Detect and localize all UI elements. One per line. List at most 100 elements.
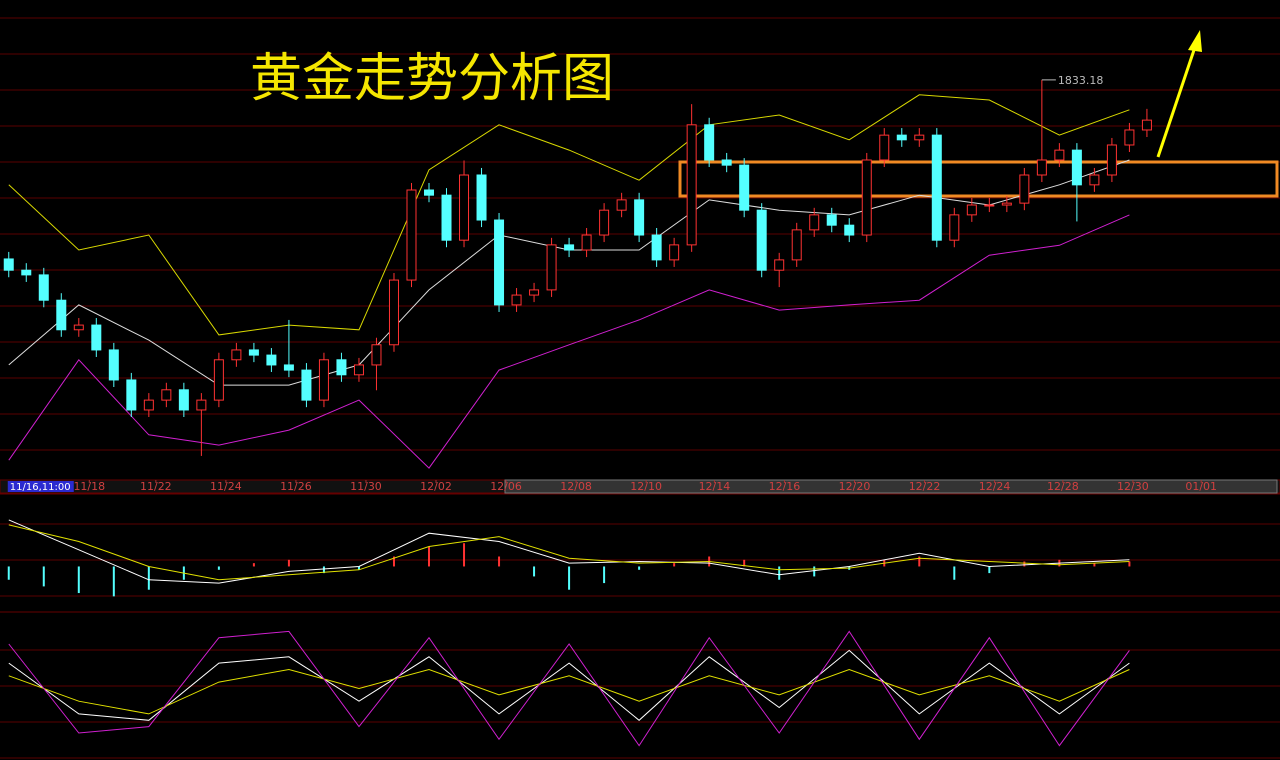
x-tick-label: 12/10 <box>630 480 662 493</box>
grid <box>0 17 1280 759</box>
candle-body <box>424 189 435 196</box>
x-tick-label: 12/22 <box>909 480 941 493</box>
candle-body <box>791 229 802 261</box>
candle-body <box>388 279 399 346</box>
candle-body <box>809 214 820 231</box>
candle-body <box>108 349 119 381</box>
x-tick-label: 12/16 <box>769 480 801 493</box>
candle-body <box>721 159 732 166</box>
candle-body <box>826 214 837 226</box>
candle-body <box>56 299 67 331</box>
candle-body <box>1106 144 1117 176</box>
band-line <box>8 214 1130 469</box>
candle-body <box>1001 202 1012 206</box>
candle-body <box>21 269 32 276</box>
candle-body <box>1141 119 1152 131</box>
candle-body <box>1036 159 1047 176</box>
candle-body <box>651 234 662 261</box>
candle-body <box>371 344 382 366</box>
candle-body <box>931 134 942 241</box>
candle-body <box>599 209 610 236</box>
candle-body <box>73 324 84 331</box>
candle-body <box>511 294 522 306</box>
candle-body <box>459 174 470 241</box>
candle-body <box>406 189 417 281</box>
candle-body <box>686 124 697 246</box>
candle-body <box>546 244 557 291</box>
candle-body <box>196 399 207 411</box>
candle-body <box>126 379 137 411</box>
candle-body <box>581 234 592 251</box>
x-tick-label: 12/08 <box>560 480 592 493</box>
x-tick-highlight <box>7 481 74 492</box>
candle-body <box>1124 129 1135 146</box>
candle-body <box>353 364 364 376</box>
chart-title: 黄金走势分析图 <box>250 49 614 109</box>
candle-body <box>266 354 277 366</box>
candle-body <box>441 194 452 241</box>
candle-body <box>564 244 575 251</box>
x-tick-label: 12/28 <box>1047 480 1079 493</box>
band-line <box>8 94 1130 336</box>
x-tick-label: 11/30 <box>350 480 382 493</box>
candle-body <box>91 324 102 351</box>
candle-body <box>879 134 890 161</box>
kdj-line <box>8 649 1130 721</box>
x-tick-label: 12/02 <box>420 480 452 493</box>
candle-body <box>231 349 242 361</box>
x-tick-label: 12/14 <box>699 480 731 493</box>
candle-body <box>616 199 627 211</box>
x-tick-label: 11/26 <box>280 480 312 493</box>
candle-body <box>213 359 224 401</box>
resistance-box <box>678 160 1279 198</box>
x-tick-label: 12/30 <box>1117 480 1149 493</box>
candle-body <box>301 369 312 401</box>
candle-body <box>143 399 154 411</box>
candle-body <box>844 224 855 236</box>
candle-body <box>476 174 487 221</box>
trend-arrow <box>1156 49 1196 158</box>
macd-line <box>8 519 1130 584</box>
candle-body <box>914 134 925 141</box>
candle-body <box>336 359 347 376</box>
candle-body <box>774 259 785 271</box>
candle-body <box>178 389 189 411</box>
kdj-line <box>8 630 1130 747</box>
candle-body <box>1054 149 1065 161</box>
candle-body <box>984 204 995 207</box>
candle-body <box>966 204 977 216</box>
candle-body <box>756 209 767 271</box>
candle-body <box>634 199 645 236</box>
macd-line <box>8 524 1130 581</box>
candle-body <box>861 159 872 236</box>
candle-body <box>1019 174 1030 204</box>
x-tick-label: 12/20 <box>839 480 871 493</box>
annotation: 1833.18 <box>1058 74 1104 87</box>
time-axis-range <box>504 479 1278 494</box>
candle-body <box>248 349 259 356</box>
candle-body <box>704 124 715 161</box>
candle-body <box>949 214 960 241</box>
x-tick-label: 01/01 <box>1185 480 1217 493</box>
candle-body <box>3 258 14 271</box>
x-tick-label: 11/24 <box>210 480 242 493</box>
trend-arrow-head <box>1188 30 1202 52</box>
candle-body <box>161 389 172 401</box>
x-tick-label: 12/06 <box>490 480 522 493</box>
candle-body <box>896 134 907 141</box>
candle-body <box>283 364 294 371</box>
candle-body <box>318 359 329 401</box>
candle-body <box>494 219 505 306</box>
candle-body <box>739 164 750 211</box>
x-tick-label: 11/22 <box>140 480 172 493</box>
candle-body <box>1089 174 1100 186</box>
candle-body <box>38 274 49 301</box>
candle-body <box>529 289 540 296</box>
x-tick-label: 11/16,11:00 <box>10 482 71 493</box>
x-tick-label: 12/24 <box>979 480 1011 493</box>
x-tick-label: 11/18 <box>73 480 105 493</box>
candle-body <box>669 244 680 261</box>
candle-body <box>1071 149 1082 186</box>
